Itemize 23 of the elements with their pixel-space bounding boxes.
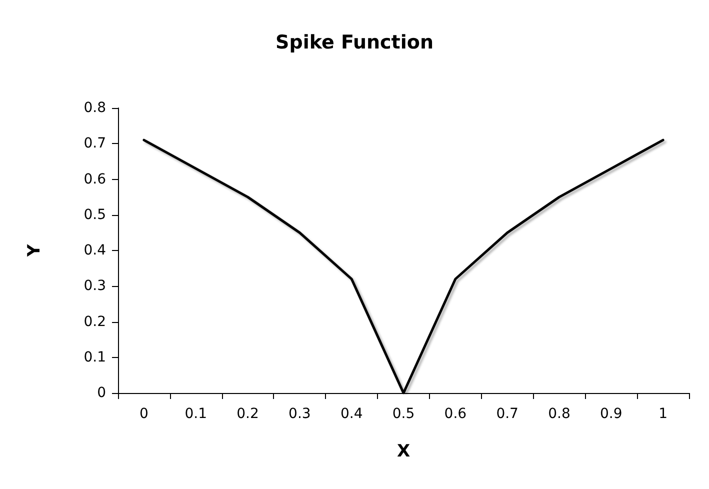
x-axis-title: X [396,442,410,462]
y-tick-label: 0.7 [84,136,106,152]
x-tick-label: 0.9 [600,406,622,422]
y-tick-label: 0.3 [84,278,106,294]
x-tick-label: 1 [658,406,668,422]
y-tick-label: 0.2 [84,314,106,330]
x-tick-label: 0.2 [236,406,259,422]
x-tick-label: 0.3 [288,406,311,422]
x-tick-label: 0.1 [184,406,207,422]
x-tick-label: 0 [139,406,148,422]
y-tick-label: 0.4 [84,242,106,258]
y-tick-label: 0.1 [84,349,106,366]
x-tick-label: 0.4 [340,406,363,422]
y-tick-label: 0.6 [84,171,106,188]
x-tick-label: 0.5 [392,406,415,422]
chart-title: Spike Function [276,32,434,54]
y-tick-label: 0.5 [84,206,106,223]
x-tick-label: 0.8 [548,406,570,422]
x-tick-label: 0.6 [444,406,467,422]
y-tick-label: 0.8 [84,100,106,116]
y-axis-title: Y [24,244,44,258]
y-tick-label: 0 [97,385,106,401]
x-tick-label: 0.7 [496,406,518,422]
